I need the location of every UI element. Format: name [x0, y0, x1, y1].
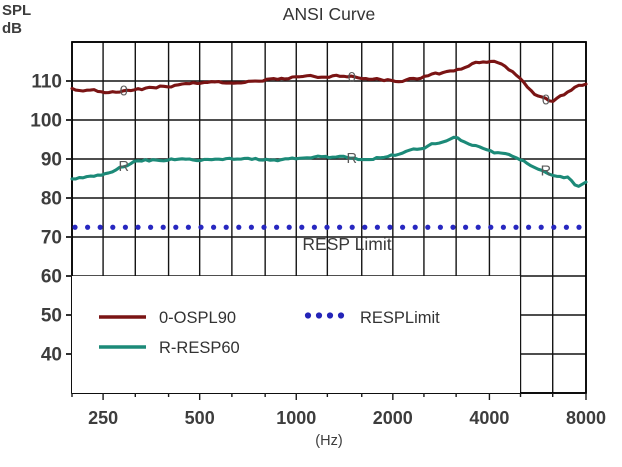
- svg-text:70: 70: [41, 228, 62, 249]
- svg-text:90: 90: [41, 150, 62, 171]
- svg-text:ANSI Curve: ANSI Curve: [283, 4, 375, 24]
- svg-text:0: 0: [348, 70, 356, 86]
- svg-text:500: 500: [185, 408, 215, 428]
- svg-text:0: 0: [120, 83, 128, 99]
- svg-text:dB: dB: [2, 20, 22, 37]
- svg-text:R: R: [541, 164, 551, 180]
- svg-text:R: R: [347, 151, 357, 167]
- svg-text:110: 110: [31, 72, 62, 93]
- svg-text:RESP Limit: RESP Limit: [302, 234, 391, 254]
- svg-text:(Hz): (Hz): [315, 433, 342, 449]
- svg-text:SPL: SPL: [2, 2, 31, 19]
- svg-text:R: R: [119, 159, 129, 175]
- svg-text:0-OSPL90: 0-OSPL90: [159, 309, 236, 327]
- svg-text:60: 60: [41, 267, 62, 288]
- svg-text:0: 0: [542, 93, 550, 109]
- svg-text:80: 80: [41, 189, 62, 210]
- svg-text:RESPLimit: RESPLimit: [360, 309, 440, 327]
- svg-text:8000: 8000: [566, 408, 606, 428]
- svg-text:50: 50: [41, 306, 62, 327]
- svg-text:40: 40: [41, 345, 62, 366]
- svg-text:2000: 2000: [373, 408, 413, 428]
- svg-text:R-RESP60: R-RESP60: [159, 339, 240, 357]
- svg-text:250: 250: [88, 408, 118, 428]
- svg-text:4000: 4000: [469, 408, 509, 428]
- svg-text:100: 100: [30, 111, 62, 132]
- svg-text:1000: 1000: [276, 408, 316, 428]
